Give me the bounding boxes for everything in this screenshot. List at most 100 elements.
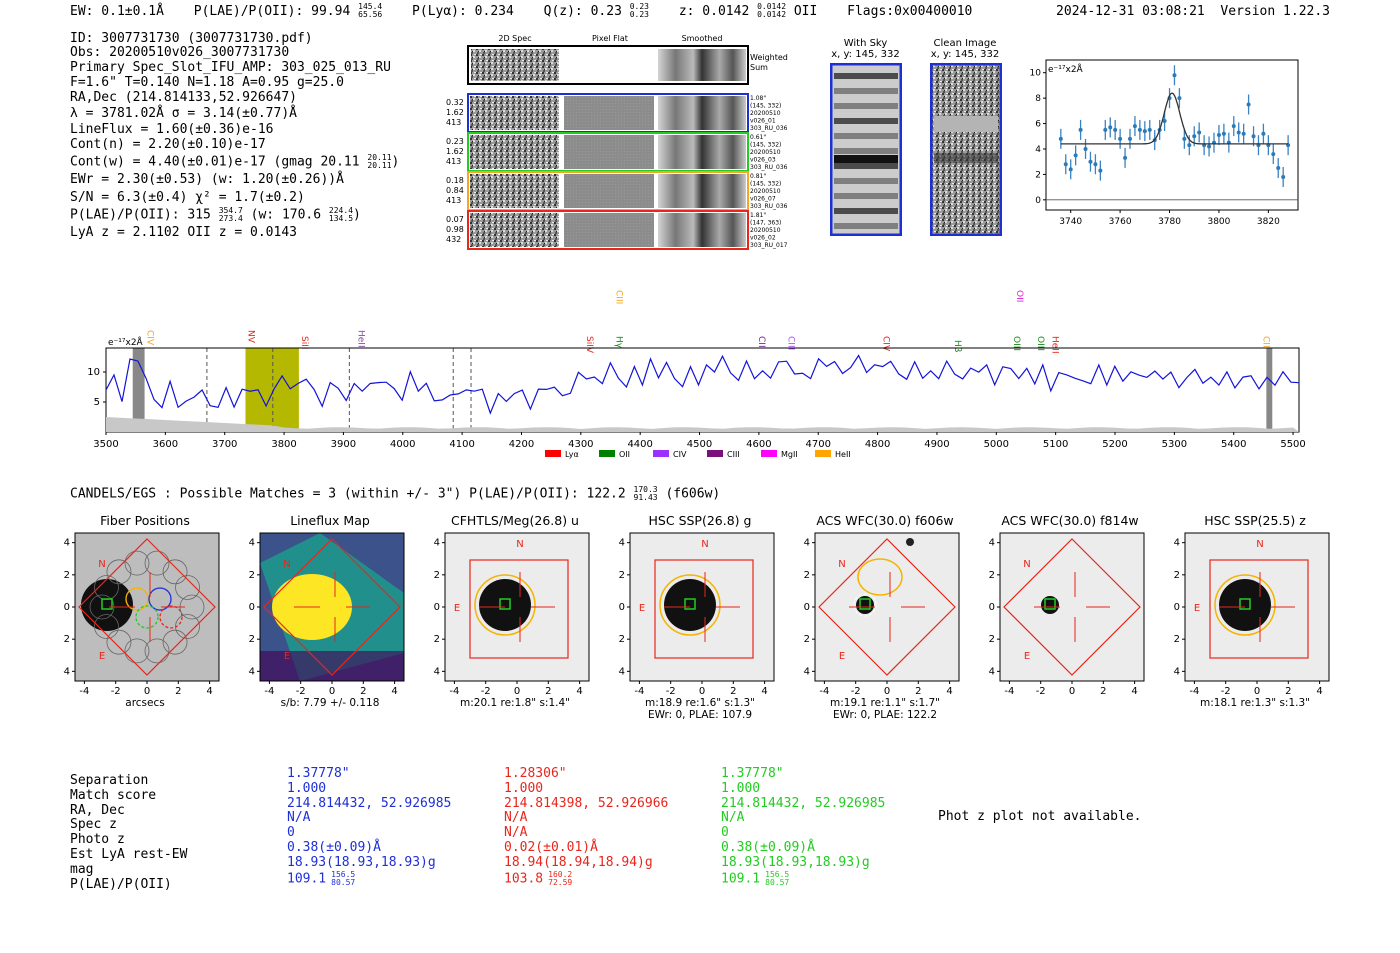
zoom-data-point xyxy=(1236,130,1241,135)
table-cell: 109.1 156.5 80.57 xyxy=(287,869,356,887)
compass-north: N xyxy=(838,559,845,570)
table-cell: 1.28306" xyxy=(504,766,567,781)
panel-ytick-label: -2 xyxy=(618,634,625,645)
zoom-data-point xyxy=(1098,168,1103,173)
panel-ytick-label: 4 xyxy=(619,538,625,549)
panel-xtick-label: 0 xyxy=(1254,686,1260,697)
weighted-sum-label-2: Sum xyxy=(750,63,768,72)
cutout-row-stat: 0.23 xyxy=(446,137,464,146)
spectrum-xtick-label: 4600 xyxy=(746,439,771,450)
compass-north: N xyxy=(98,559,105,570)
ew-value: EW: 0.1±0.1Å xyxy=(70,3,164,19)
emission-line-label: OII xyxy=(1014,290,1024,302)
panel-ytick-label: 2 xyxy=(989,570,995,581)
legend-swatch xyxy=(599,450,615,457)
zoom-ytick-label: 4 xyxy=(1035,145,1041,155)
zoom-data-point xyxy=(1192,134,1197,139)
with-sky-image xyxy=(830,63,902,236)
panel-xtick-label: 4 xyxy=(576,686,582,697)
panel-xtick-label: -2 xyxy=(666,686,676,697)
spectrum-xtick-label: 5500 xyxy=(1280,439,1305,450)
zoom-spectrum-plot: e⁻¹⁷x2Å 0 2 4 6 8 10 3740 3760 3780 3800 3820 xyxy=(1030,59,1299,227)
full-spectrum-plot: CIV NV SiII HeII SiIV Hγ CIII CII CIII CIV Hβ OIII O… xyxy=(87,290,1306,459)
table-row-label: mag xyxy=(70,861,94,877)
zoom-ytick-label: 10 xyxy=(1030,69,1041,79)
emission-line-label: CII xyxy=(756,336,766,348)
match-column-3: 1.37778" 1.000 214.814432, 52.926985 N/A 0 0.… xyxy=(721,766,885,887)
cutout-row-meta: v026_01 xyxy=(750,118,776,125)
panel-caption: s/b: 7.79 +/- 0.118 xyxy=(280,697,380,709)
panel-ytick-label: -2 xyxy=(803,634,810,645)
table-cell: 1.37778" xyxy=(721,766,784,781)
zoom-data-point xyxy=(1281,174,1286,179)
zoom-ytick-label: 0 xyxy=(1035,196,1041,206)
panel-xtick-label: 0 xyxy=(144,686,150,697)
panel-caption: m:18.9 re:1.6" s:1.3" xyxy=(645,697,755,709)
z-header: z: 0.0142 0.0142 0.0142 OII xyxy=(678,2,818,19)
panel-ytick-label: -4 xyxy=(248,666,255,677)
table-cell: N/A xyxy=(504,825,528,841)
panel-ytick-label: 4 xyxy=(249,538,255,549)
spectrum-line xyxy=(105,354,1300,415)
panel-xtick-label: -2 xyxy=(851,686,861,697)
zoom-xtick-label: 3760 xyxy=(1109,217,1132,227)
zoom-data-point xyxy=(1058,136,1063,141)
panel-ytick-label: 2 xyxy=(434,570,440,581)
cutout-smoothed xyxy=(658,213,746,247)
cutout-row-stat: 0.98 xyxy=(446,225,464,234)
zoom-plot-frame xyxy=(1045,59,1299,211)
info-contw: Cont(w) = 4.40(±0.01)e-17 (gmag 20.11 20… xyxy=(70,153,400,170)
weighted-sum-smoothed xyxy=(658,49,746,81)
panel-ytick-label: 0 xyxy=(249,602,255,613)
panel-ytick-label: 4 xyxy=(804,538,810,549)
info-fiber-params: F=1.6" T=0.140 N=1.18 A=0.95 g=25.0 xyxy=(70,75,344,90)
timestamp: 2024-12-31 03:08:21 Version 1.22.3 xyxy=(1056,4,1330,19)
table-cell: 1.000 xyxy=(504,780,544,796)
table-cell: 214.814398, 52.926966 xyxy=(504,795,669,811)
panel-title: HSC SSP(26.8) g xyxy=(648,513,752,528)
zoom-data-point xyxy=(1261,131,1266,136)
panel-caption: EWr: 0, PLAE: 107.9 xyxy=(647,709,753,721)
table-cell: 0 xyxy=(721,825,729,841)
panel-image-blob2: N E -4 -4 -2 -2 0 0 2 2 4 4 xyxy=(1173,532,1330,697)
compass-north: N xyxy=(1023,559,1030,570)
legend-label: CIII xyxy=(727,450,740,459)
col-header-pixel-flat: Pixel Flat xyxy=(592,34,628,43)
panel-ytick-label: 2 xyxy=(249,570,255,581)
cutout-pixel-flat xyxy=(564,135,654,169)
emission-line-label: CIV xyxy=(881,336,891,352)
table-cell: 0.38(±0.09)Å xyxy=(721,839,815,855)
masked-region xyxy=(132,348,145,432)
cutout-2d-spec xyxy=(470,135,559,169)
qz-header: Q(z): 0.23 0.23 0.23 xyxy=(543,2,649,19)
panel-xtick-label: 4 xyxy=(206,686,212,697)
emission-line-label: OIII xyxy=(1035,336,1045,351)
table-cell: N/A xyxy=(504,810,528,826)
col-header-2d-spec: 2D Spec xyxy=(498,34,531,43)
cutout-row-meta: 303_RU_036 xyxy=(750,203,788,210)
cutout-row-stat: 0.07 xyxy=(446,215,464,224)
panel-xtick-label: 4 xyxy=(946,686,952,697)
weighted-sum-label-1: Weighted xyxy=(750,53,788,62)
zoom-data-point xyxy=(1108,125,1113,130)
match-column-1: 1.37778" 1.000 214.814432, 52.926985 N/A 0 0.… xyxy=(287,766,451,887)
table-row-label: Match score xyxy=(70,787,157,803)
table-cell: 1.000 xyxy=(721,780,761,796)
emission-line-label: Hβ xyxy=(952,340,962,353)
zoom-data-point xyxy=(1142,129,1147,134)
spectrum-xtick-label: 5400 xyxy=(1221,439,1246,450)
table-cell: 18.94(18.94,18.94)g xyxy=(504,854,653,870)
zoom-data-point xyxy=(1241,131,1246,136)
zoom-data-point xyxy=(1137,127,1142,132)
panel-xtick-label: 2 xyxy=(730,686,736,697)
zoom-data-point xyxy=(1182,136,1187,141)
zoom-data-point xyxy=(1123,155,1128,160)
cutout-row-meta: 0.61" xyxy=(750,134,766,141)
info-obs: Obs: 20200510v026_3007731730 xyxy=(70,45,290,60)
panel-ytick-label: 4 xyxy=(1174,538,1180,549)
panel-ytick-label: -4 xyxy=(433,666,440,677)
zoom-xtick-label: 3800 xyxy=(1207,217,1230,227)
cutout-row-meta: 20200510 xyxy=(750,149,781,156)
info-lineflux: LineFlux = 1.60(±0.36)e-16 xyxy=(70,122,274,137)
